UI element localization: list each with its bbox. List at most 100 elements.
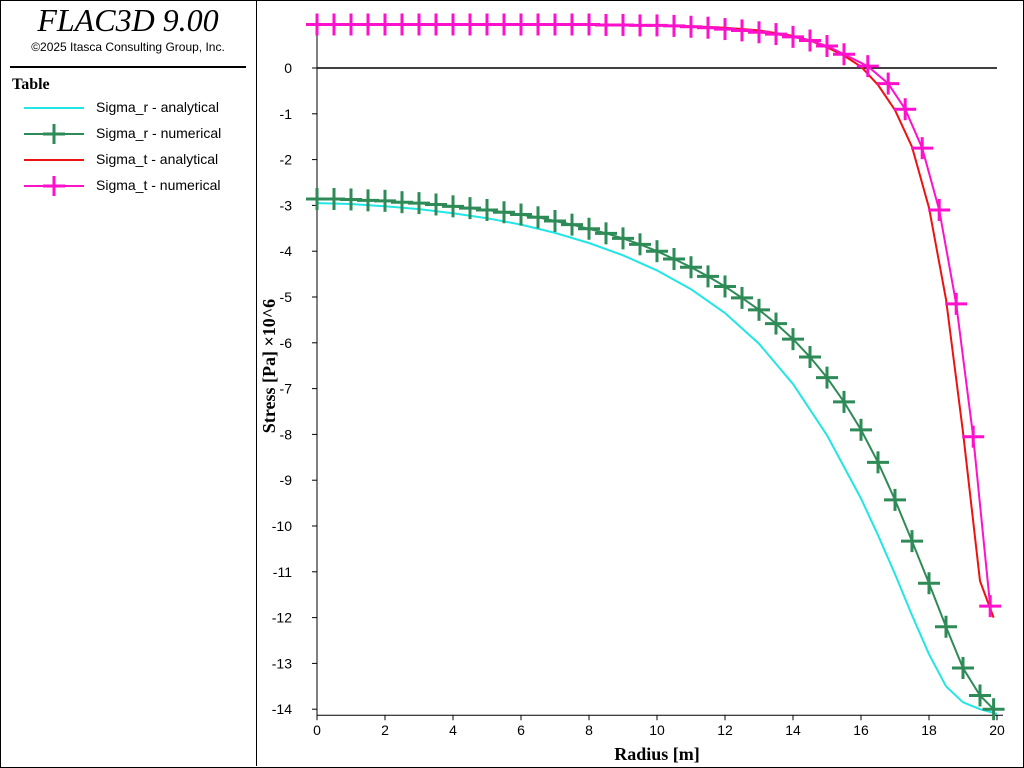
data-point-sigma-r-numerical [578, 217, 600, 240]
data-point-sigma-t-numerical [979, 595, 1002, 618]
data-point-sigma-r-numerical [527, 206, 549, 229]
legend-item-sigma-t-analytical[interactable]: Sigma_t - analytical [20, 150, 250, 170]
y-tick-label: -10 [272, 518, 292, 534]
data-point-sigma-t-numerical [877, 72, 900, 95]
x-tick-label: 14 [785, 722, 801, 738]
y-tick-label: -11 [273, 564, 292, 580]
y-tick-label: -7 [280, 381, 293, 397]
legend-divider [10, 66, 246, 68]
data-point-sigma-r-numerical [561, 213, 583, 236]
data-point-sigma-t-numerical [748, 21, 770, 44]
data-point-sigma-t-numerical [894, 98, 917, 121]
data-point-sigma-r-numerical [816, 366, 838, 389]
data-point-sigma-t-numerical [765, 23, 787, 46]
x-tick-label: 20 [989, 722, 1005, 738]
data-point-sigma-t-numerical [731, 19, 753, 42]
series-sigma-t-numerical [306, 13, 1002, 618]
data-point-sigma-r-numerical [850, 418, 872, 441]
legend-label: Sigma_r - analytical [96, 99, 219, 115]
y-tick-label: 0 [284, 60, 292, 76]
y-tick-label: -9 [280, 472, 293, 488]
legend-swatch-sigma-t-analytical [24, 159, 84, 161]
y-tick-label: -2 [280, 152, 293, 168]
data-point-sigma-r-numerical [731, 286, 753, 309]
data-point-sigma-t-numerical [782, 25, 804, 48]
data-point-sigma-r-numerical [833, 390, 855, 413]
data-point-sigma-t-numerical [962, 425, 985, 448]
data-point-sigma-t-numerical [911, 137, 934, 160]
data-point-sigma-r-numerical [663, 247, 685, 270]
data-point-sigma-r-numerical [476, 198, 498, 221]
data-point-sigma-r-numerical [544, 209, 566, 232]
copyright-notice: ©2025 Itasca Consulting Group, Inc. [31, 40, 225, 54]
y-tick-label: -6 [280, 335, 293, 351]
data-point-sigma-r-numerical [901, 530, 923, 553]
data-point-sigma-r-numerical [680, 256, 702, 279]
legend-swatch-sigma-r-numerical [24, 124, 84, 144]
x-tick-label: 8 [585, 722, 593, 738]
legend-swatch-sigma-r-analytical [24, 107, 84, 109]
y-tick-label: -5 [280, 289, 293, 305]
series-sigma-t-analytical [317, 23, 995, 618]
x-tick-label: 0 [313, 722, 321, 738]
data-point-sigma-r-numerical [612, 227, 634, 250]
data-point-sigma-r-numerical [595, 222, 617, 245]
y-tick-label: -3 [280, 197, 293, 213]
data-point-sigma-r-numerical [952, 656, 974, 679]
legend-item-sigma-t-numerical[interactable]: Sigma_t - numerical [20, 176, 250, 196]
series-sigma-r-analytical [316, 202, 998, 715]
data-point-sigma-t-numerical [945, 292, 968, 315]
data-point-sigma-r-numerical [697, 265, 719, 288]
data-point-sigma-t-numerical [833, 43, 855, 66]
legend-swatch-sigma-t-numerical [24, 176, 84, 196]
data-point-sigma-r-numerical [714, 275, 736, 298]
legend-label: Sigma_r - numerical [96, 125, 222, 141]
data-point-sigma-r-numerical [867, 451, 889, 474]
series-line-sigma-t-analytical [317, 23, 995, 618]
legend-label: Sigma_t - numerical [96, 177, 221, 193]
y-tick-label: -12 [272, 610, 292, 626]
data-point-sigma-t-numerical [928, 198, 951, 221]
data-point-sigma-r-numerical [884, 488, 906, 511]
data-point-sigma-t-numerical [856, 55, 879, 78]
app-title: FLAC3D 9.00 [37, 2, 219, 38]
data-point-sigma-t-numerical [816, 35, 838, 58]
data-point-sigma-r-numerical [646, 240, 668, 263]
y-tick-label: -1 [280, 106, 293, 122]
legend-heading: Table [12, 76, 50, 93]
data-point-sigma-r-numerical [442, 195, 464, 218]
data-point-sigma-r-numerical [799, 345, 821, 368]
x-tick-label: 10 [649, 722, 665, 738]
x-axis-title: Radius [m] [614, 744, 700, 764]
series-sigma-r-numerical [306, 187, 1005, 721]
data-point-sigma-r-numerical [782, 328, 804, 351]
data-point-sigma-r-numerical [765, 312, 787, 335]
y-tick-label: -13 [272, 655, 292, 671]
data-point-sigma-r-numerical [425, 193, 447, 216]
data-point-sigma-r-numerical [918, 572, 940, 595]
data-point-sigma-r-numerical [748, 298, 770, 321]
x-tick-label: 12 [717, 722, 733, 738]
legend-item-sigma-r-numerical[interactable]: Sigma_r - numerical [20, 124, 250, 144]
x-tick-label: 2 [381, 722, 389, 738]
y-tick-label: -14 [272, 701, 292, 717]
data-point-sigma-t-numerical [799, 29, 821, 52]
series-line-sigma-r-analytical [316, 202, 998, 715]
y-axis-title: Stress [Pa] ×10^6 [259, 299, 279, 433]
data-point-sigma-r-numerical [982, 698, 1005, 721]
legend-panel: FLAC3D 9.00 ©2025 Itasca Consulting Grou… [0, 0, 257, 766]
legend-item-sigma-r-analytical[interactable]: Sigma_r - analytical [20, 98, 250, 118]
series-line-sigma-r-numerical [317, 198, 995, 710]
data-point-sigma-r-numerical [459, 197, 481, 220]
y-tick-label: -4 [280, 243, 293, 259]
data-point-sigma-r-numerical [935, 615, 957, 638]
x-tick-label: 4 [449, 722, 457, 738]
data-point-sigma-r-numerical [493, 201, 515, 224]
data-point-sigma-r-numerical [629, 233, 651, 256]
x-tick-label: 6 [517, 722, 525, 738]
series-line-sigma-t-numerical [317, 23, 992, 607]
data-point-sigma-r-numerical [969, 684, 991, 707]
data-point-sigma-r-numerical [510, 203, 532, 226]
x-tick-label: 18 [921, 722, 937, 738]
